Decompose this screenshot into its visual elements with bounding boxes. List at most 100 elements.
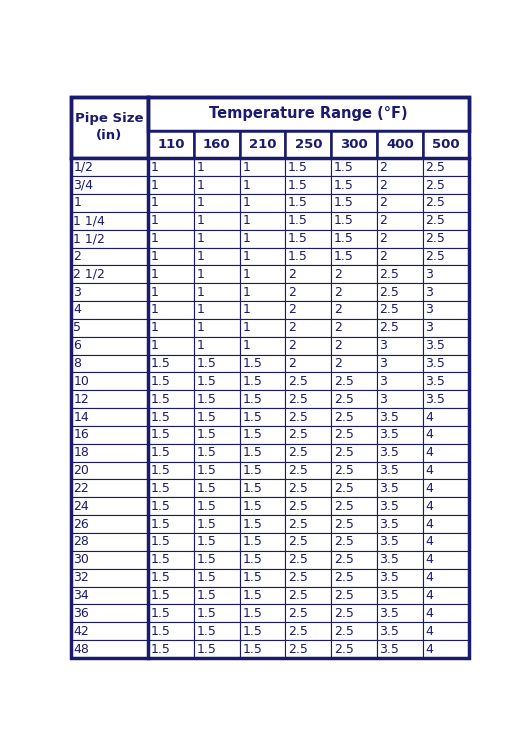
Bar <box>70 533 148 551</box>
Bar <box>377 131 423 158</box>
Text: 2: 2 <box>288 303 296 317</box>
Text: 1.5: 1.5 <box>242 500 262 512</box>
Text: 2.5: 2.5 <box>379 267 399 281</box>
Bar <box>423 622 469 640</box>
Text: 1.5: 1.5 <box>242 536 262 548</box>
Text: 14: 14 <box>74 411 89 424</box>
Text: 210: 210 <box>249 138 276 152</box>
Text: 3.5: 3.5 <box>425 393 445 406</box>
Text: 4: 4 <box>425 482 433 495</box>
Bar <box>286 265 331 283</box>
Bar <box>148 480 194 498</box>
Bar <box>70 604 148 622</box>
Bar <box>148 158 194 176</box>
Text: 1.5: 1.5 <box>288 250 308 263</box>
Bar <box>240 247 286 265</box>
Bar <box>148 319 194 337</box>
Bar <box>240 640 286 658</box>
Text: 1.5: 1.5 <box>242 571 262 584</box>
Text: 1.5: 1.5 <box>333 232 353 245</box>
Bar <box>286 533 331 551</box>
Text: 1: 1 <box>242 339 250 352</box>
Bar <box>148 498 194 515</box>
Text: 2: 2 <box>379 232 387 245</box>
Text: 1.5: 1.5 <box>242 411 262 424</box>
Text: 3.5: 3.5 <box>425 339 445 352</box>
Text: 2.5: 2.5 <box>333 536 353 548</box>
Bar <box>331 212 377 229</box>
Text: 2.5: 2.5 <box>425 179 445 191</box>
Text: 4: 4 <box>425 536 433 548</box>
Bar <box>377 551 423 568</box>
Text: 2.5: 2.5 <box>288 518 308 530</box>
Bar <box>423 265 469 283</box>
Text: 1: 1 <box>196 285 204 299</box>
Bar <box>331 498 377 515</box>
Text: 1.5: 1.5 <box>196 357 216 370</box>
Text: 3.5: 3.5 <box>379 554 399 566</box>
Bar <box>331 373 377 390</box>
Text: 28: 28 <box>74 536 89 548</box>
Text: 1.5: 1.5 <box>242 428 262 441</box>
Text: 3.5: 3.5 <box>379 607 399 620</box>
Bar <box>240 337 286 355</box>
Text: 1.5: 1.5 <box>196 554 216 566</box>
Bar <box>194 498 240 515</box>
Bar <box>286 373 331 390</box>
Bar <box>423 176 469 194</box>
Bar <box>70 444 148 462</box>
Text: 500: 500 <box>432 138 459 152</box>
Text: 2.5: 2.5 <box>333 624 353 638</box>
Bar <box>423 390 469 408</box>
Text: 24: 24 <box>74 500 89 512</box>
Bar <box>148 247 194 265</box>
Text: 4: 4 <box>425 446 433 459</box>
Text: 2.5: 2.5 <box>288 589 308 602</box>
Bar <box>194 426 240 444</box>
Bar <box>148 604 194 622</box>
Text: 22: 22 <box>74 482 89 495</box>
Text: 4: 4 <box>425 554 433 566</box>
Bar <box>286 498 331 515</box>
Text: 1.5: 1.5 <box>196 428 216 441</box>
Text: 1.5: 1.5 <box>242 375 262 388</box>
Text: 2.5: 2.5 <box>333 482 353 495</box>
Text: 1: 1 <box>242 285 250 299</box>
Text: 3: 3 <box>74 285 82 299</box>
Text: 1: 1 <box>196 303 204 317</box>
Bar <box>148 408 194 426</box>
Text: 36: 36 <box>74 607 89 620</box>
Text: 2: 2 <box>333 267 341 281</box>
Text: 1.5: 1.5 <box>150 393 170 406</box>
Bar <box>286 194 331 212</box>
Bar <box>70 568 148 586</box>
Text: 110: 110 <box>157 138 185 152</box>
Text: 1: 1 <box>242 196 250 209</box>
Bar <box>148 301 194 319</box>
Bar <box>70 158 148 176</box>
Text: 1.5: 1.5 <box>242 624 262 638</box>
Text: 1.5: 1.5 <box>196 411 216 424</box>
Bar <box>377 247 423 265</box>
Text: 2.5: 2.5 <box>425 196 445 209</box>
Text: 3.5: 3.5 <box>379 500 399 512</box>
Bar <box>194 283 240 301</box>
Text: 5: 5 <box>74 321 82 335</box>
Text: 1.5: 1.5 <box>150 589 170 602</box>
Bar <box>194 229 240 247</box>
Text: 1: 1 <box>242 250 250 263</box>
Bar <box>194 247 240 265</box>
Text: 1: 1 <box>196 321 204 335</box>
Text: 1: 1 <box>196 196 204 209</box>
Bar <box>70 373 148 390</box>
Bar <box>194 533 240 551</box>
Text: 1.5: 1.5 <box>196 446 216 459</box>
Text: 3: 3 <box>425 267 433 281</box>
Bar <box>377 622 423 640</box>
Bar <box>286 390 331 408</box>
Bar <box>423 480 469 498</box>
Text: Temperature Range (°F): Temperature Range (°F) <box>209 106 408 122</box>
Text: 4: 4 <box>425 428 433 441</box>
Text: 2: 2 <box>333 321 341 335</box>
Bar <box>286 229 331 247</box>
